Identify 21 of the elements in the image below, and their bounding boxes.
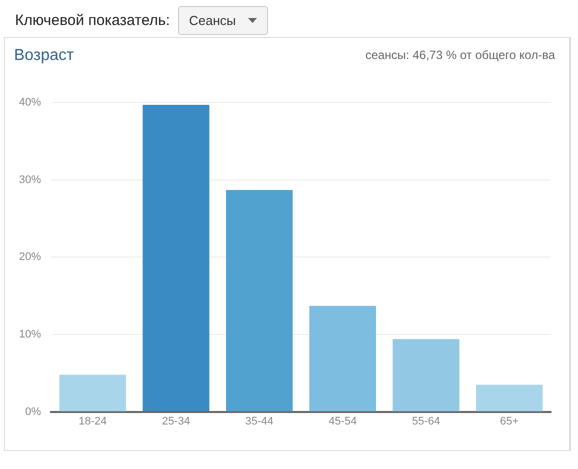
y-tick-label: 0%: [25, 406, 42, 418]
chart-title: Возраст: [14, 47, 74, 65]
x-tick-label: 55-64: [412, 415, 440, 428]
x-tick-label: 65+: [500, 415, 519, 428]
x-tick-label: 25-34: [162, 415, 190, 428]
x-tick-label: 35-44: [245, 415, 274, 428]
y-tick-label: 10%: [18, 328, 42, 341]
bar: [392, 339, 460, 412]
x-tick-label: 45-54: [328, 415, 357, 428]
bar: [226, 190, 293, 412]
y-tick-label: 20%: [18, 251, 42, 264]
bar: [59, 374, 126, 412]
text: Сеансы: [188, 13, 236, 28]
bar: [309, 306, 376, 412]
chart-subtitle: сеансы: 46,73 % от общего кол-ва: [365, 48, 555, 62]
text: Ключевой показатель:: [15, 12, 170, 29]
y-tick-label: 40%: [18, 96, 42, 109]
y-tick-label: 30%: [18, 174, 42, 186]
bar: [476, 384, 543, 412]
bar: [142, 104, 210, 412]
x-tick-label: 18-24: [78, 415, 107, 428]
